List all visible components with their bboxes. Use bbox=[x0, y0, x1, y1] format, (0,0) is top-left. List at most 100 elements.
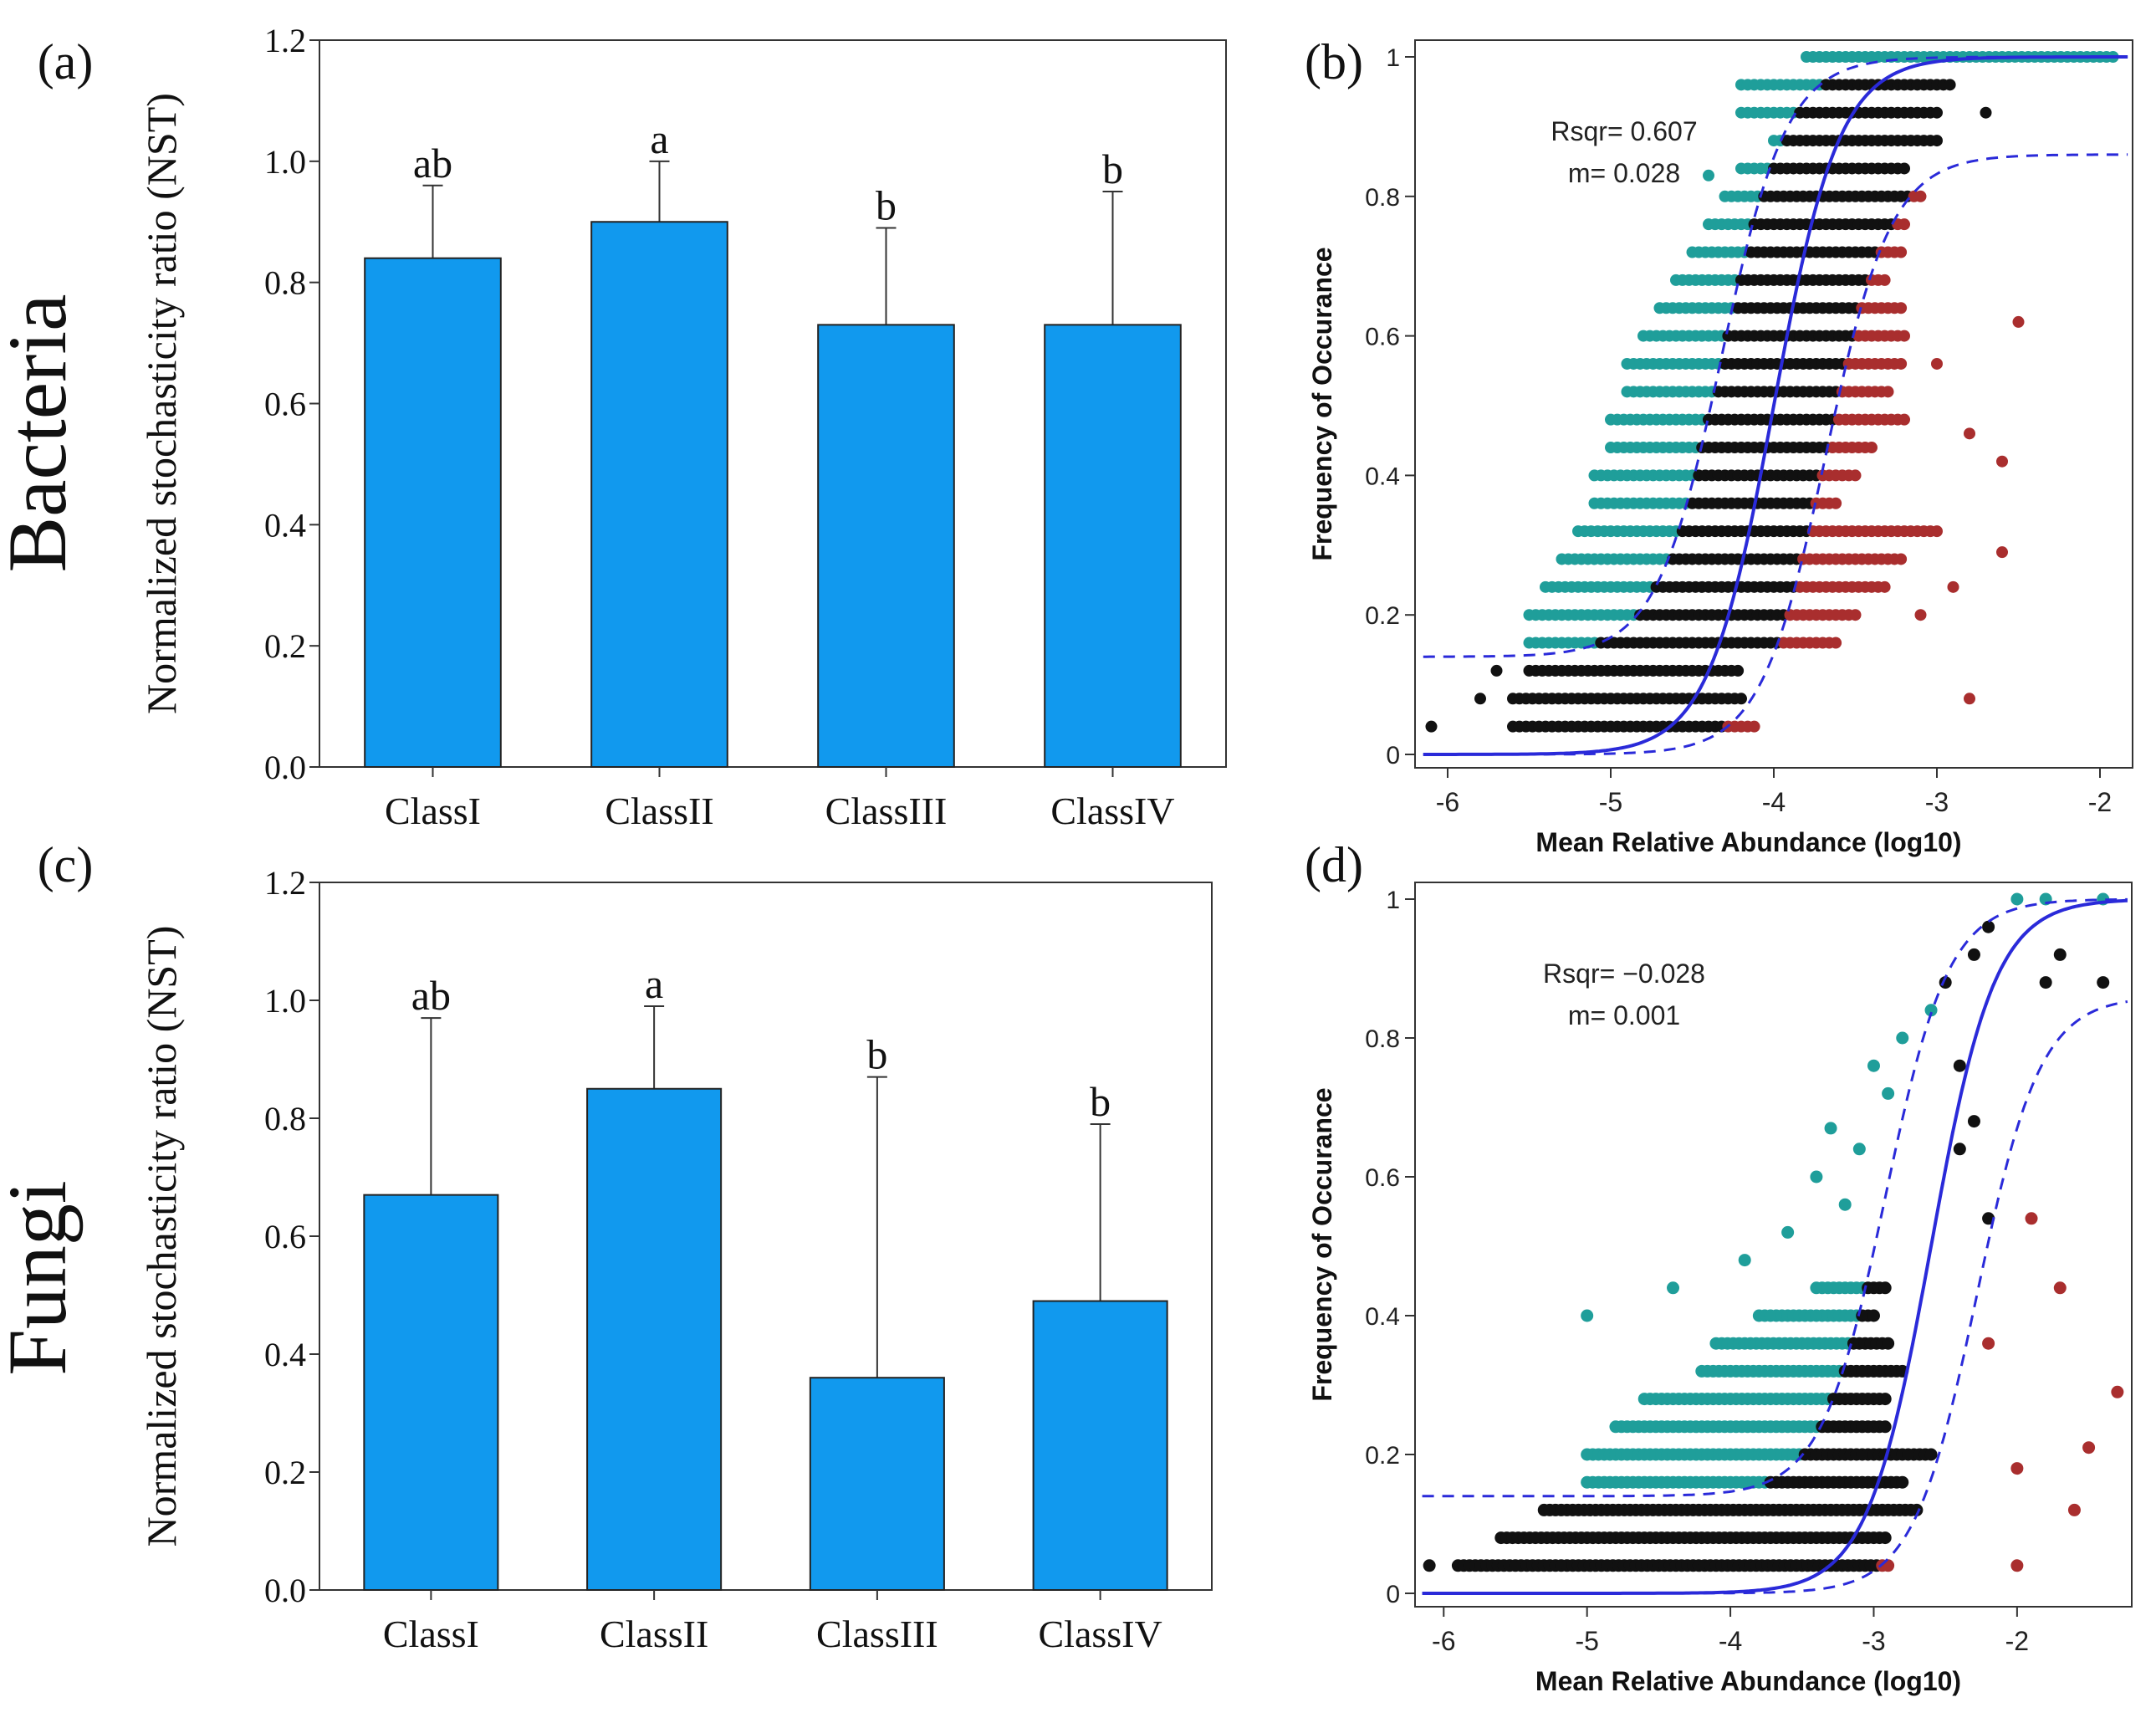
y-tick-label: 0.0 bbox=[264, 1572, 306, 1609]
otu-point bbox=[1996, 455, 2008, 468]
significance-letter: b bbox=[866, 1031, 887, 1078]
otu-point bbox=[1947, 580, 1959, 593]
otu-point bbox=[1425, 720, 1438, 733]
y-tick-label: 1.0 bbox=[264, 982, 306, 1020]
otu-point bbox=[1852, 1143, 1866, 1156]
otu-point bbox=[1898, 218, 1910, 231]
otu-point bbox=[1931, 525, 1943, 538]
bar-classii bbox=[586, 1087, 723, 1591]
otu-point bbox=[1474, 693, 1486, 705]
y-tick-label: 0 bbox=[1386, 1581, 1400, 1608]
otu-point bbox=[1967, 948, 1980, 961]
significance-letter: b bbox=[1102, 146, 1123, 192]
x-tick-label: ClassIII bbox=[816, 1613, 938, 1655]
x-tick-label: -5 bbox=[1599, 787, 1622, 817]
panel-b-scatter-chart: (b) 0 0.2 0.4 0.6 0.8 1 -6 -5 -4 -3 -2 Mean Relative… bbox=[1305, 34, 2133, 857]
upper-confidence-line bbox=[1422, 897, 2128, 1498]
otu-point bbox=[1867, 1059, 1880, 1072]
significance-letter: ab bbox=[411, 972, 451, 1019]
otu-point bbox=[1964, 427, 1975, 440]
panel-label: (a) bbox=[38, 34, 94, 89]
x-tick-label: -6 bbox=[1436, 787, 1459, 817]
x-tick-label: -3 bbox=[1862, 1626, 1885, 1656]
otu-point bbox=[1810, 1170, 1823, 1184]
otu-point bbox=[1914, 609, 1927, 621]
otu-point bbox=[2010, 1559, 2024, 1572]
otu-point bbox=[2039, 976, 2052, 989]
otu-point bbox=[1882, 1086, 1895, 1100]
otu-point bbox=[1931, 357, 1943, 370]
otu-point bbox=[1914, 190, 1927, 202]
x-tick-label: -4 bbox=[1719, 1626, 1742, 1656]
otu-point bbox=[1982, 1337, 1995, 1350]
significance-letter: a bbox=[645, 960, 663, 1007]
otu-point bbox=[1882, 386, 1894, 398]
panel-d-scatter-chart: (d) 0 0.2 0.4 0.6 0.8 1 -6 -5 -4 -3 -2 Mean Relative… bbox=[1305, 837, 2133, 1696]
otu-point bbox=[1878, 1420, 1892, 1434]
neutral-model-fit-line bbox=[1423, 55, 2128, 756]
x-tick-label: ClassII bbox=[600, 1613, 708, 1655]
y-tick-label: 1 bbox=[1386, 887, 1400, 914]
otu-point bbox=[2010, 892, 2024, 906]
lower-confidence-line bbox=[1423, 153, 2128, 756]
otu-point bbox=[1738, 1254, 1751, 1267]
otu-point bbox=[1931, 135, 1943, 147]
otu-point bbox=[1878, 580, 1891, 593]
otu-point bbox=[1878, 274, 1891, 286]
x-tick-label: -3 bbox=[1925, 787, 1949, 817]
y-tick-label: 0.6 bbox=[264, 1218, 306, 1255]
otu-point bbox=[1867, 1309, 1880, 1322]
otu-point bbox=[1732, 664, 1745, 677]
y-tick-label: 1.0 bbox=[264, 143, 306, 181]
y-tick-label: 0.8 bbox=[264, 264, 306, 302]
otu-point bbox=[2111, 1385, 2124, 1398]
otu-point bbox=[1882, 1559, 1895, 1572]
otu-point bbox=[1910, 1503, 1924, 1516]
plot-frame bbox=[1414, 882, 2133, 1608]
bar-classii bbox=[590, 221, 728, 768]
otu-point bbox=[1581, 1309, 1594, 1322]
otu-point bbox=[2025, 1212, 2038, 1225]
otu-point bbox=[1490, 664, 1503, 677]
y-tick-label: 0 bbox=[1386, 742, 1400, 769]
otu-point bbox=[2097, 976, 2110, 989]
x-axis-label: Mean Relative Abundance (log10) bbox=[1535, 1666, 1961, 1696]
x-tick-label: ClassI bbox=[383, 1613, 479, 1655]
y-axis-label: Normalized stochasticity ratio (NST) bbox=[138, 926, 185, 1547]
x-axis-label: Mean Relative Abundance (log10) bbox=[1535, 827, 1961, 857]
otu-point bbox=[2012, 315, 2025, 328]
y-tick-label: 0.2 bbox=[1365, 602, 1400, 630]
y-tick-label: 0.8 bbox=[1365, 184, 1400, 212]
otu-point bbox=[1895, 553, 1908, 565]
otu-point bbox=[1423, 1559, 1436, 1572]
y-tick-label: 0.4 bbox=[264, 1336, 306, 1373]
x-tick-label: ClassIV bbox=[1050, 790, 1174, 832]
row-label-fungi: Fungi bbox=[0, 1180, 84, 1375]
otu-point bbox=[1838, 1198, 1852, 1211]
otu-point bbox=[1924, 1004, 1938, 1017]
bar-classiv bbox=[1044, 324, 1182, 768]
y-axis-label: Normalized stochasticity ratio (NST) bbox=[138, 93, 185, 714]
fit-annotation-m: m= 0.001 bbox=[1568, 1000, 1680, 1030]
otu-point bbox=[1944, 79, 1956, 91]
otu-point bbox=[1667, 1281, 1680, 1295]
otu-point bbox=[1703, 169, 1714, 181]
otu-point bbox=[1953, 1059, 1966, 1072]
bar-classi bbox=[364, 257, 502, 768]
neutral-model-fit-line bbox=[1422, 898, 2128, 1595]
y-tick-label: 1.2 bbox=[264, 22, 306, 59]
otu-point bbox=[1982, 1212, 1995, 1225]
x-tick-label: ClassII bbox=[605, 790, 713, 832]
panel-label: (b) bbox=[1305, 34, 1363, 89]
y-tick-label: 0.2 bbox=[1365, 1442, 1400, 1470]
y-tick-label: 0.4 bbox=[1365, 1303, 1400, 1331]
otu-point bbox=[1898, 413, 1910, 426]
otu-point bbox=[2067, 1503, 2081, 1516]
otu-point bbox=[1878, 1393, 1892, 1406]
otu-point bbox=[1964, 693, 1975, 705]
y-tick-label: 0.6 bbox=[1365, 1164, 1400, 1192]
y-tick-label: 0.4 bbox=[1365, 463, 1400, 490]
otu-point bbox=[1849, 609, 1862, 621]
panel-a-bar-chart: (a) Normalized stochasticity ratio (NST) 0… bbox=[38, 22, 1227, 832]
